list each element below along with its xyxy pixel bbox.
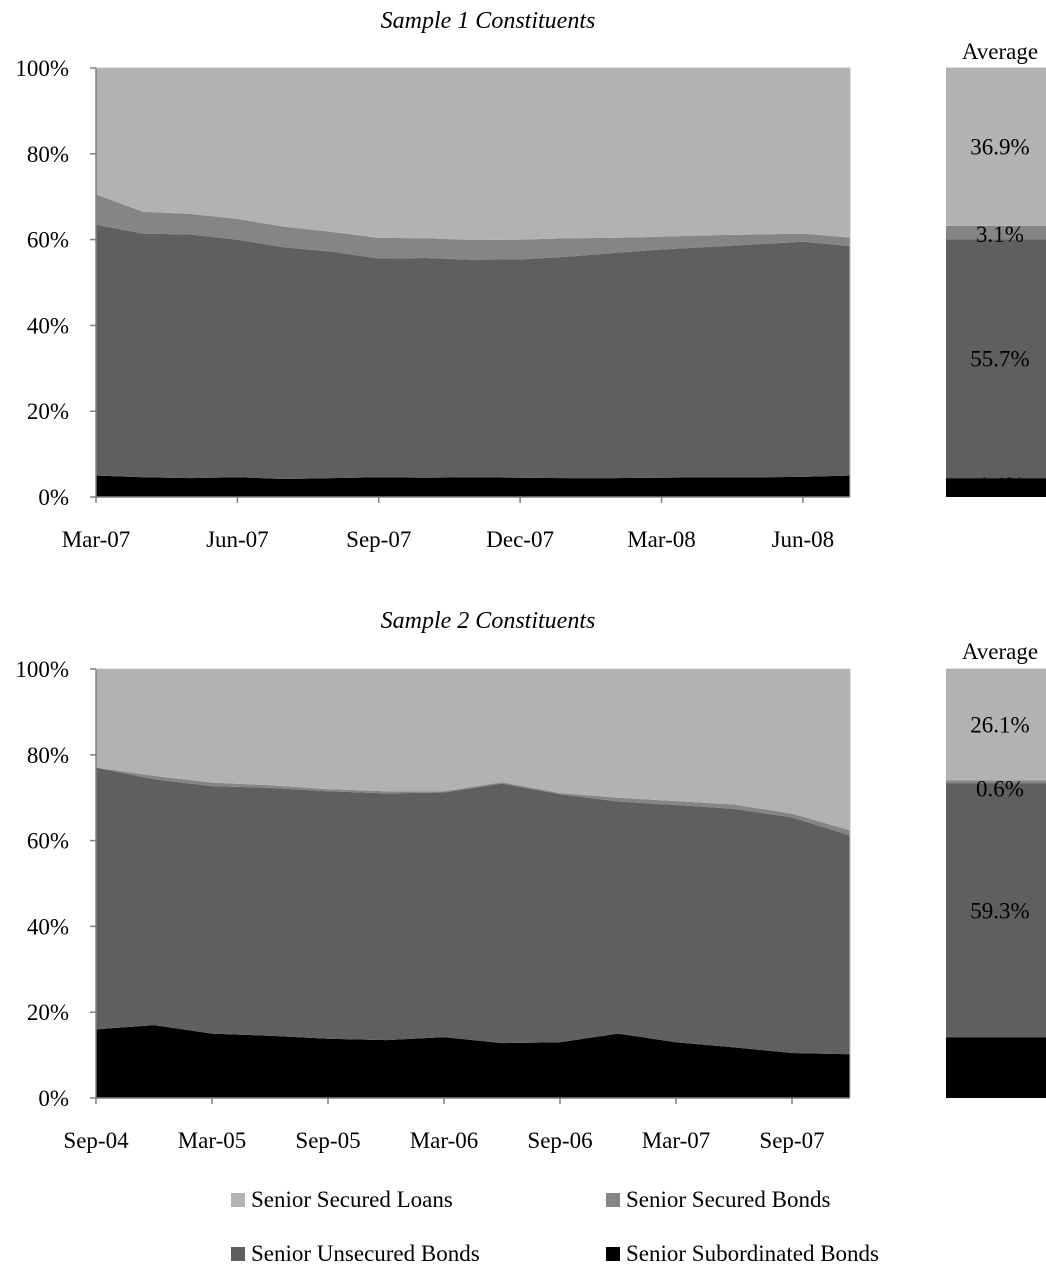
area-series-senior-subordinated-bonds: [96, 475, 850, 497]
legend-label: Senior Secured Bonds: [626, 1187, 831, 1212]
average-label: Average: [962, 39, 1038, 64]
average-bar-senior-secured-bonds: [946, 780, 1046, 784]
legend-label: Senior Unsecured Bonds: [251, 1241, 480, 1266]
area-series-senior-secured-loans: [96, 669, 850, 831]
average-value-label: 14.1%: [970, 1056, 1029, 1081]
average-value-label: 4.4%: [976, 473, 1024, 498]
legend-item-senior-secured-bonds: Senior Secured Bonds: [606, 1185, 830, 1215]
y-tick-label: 20%: [27, 1000, 69, 1025]
x-tick-label: Jun-07: [206, 527, 269, 552]
x-tick-label: Dec-07: [486, 527, 554, 552]
y-tick-label: 40%: [27, 914, 69, 939]
area-series-senior-unsecured-bonds: [96, 767, 850, 1055]
area-series-senior-unsecured-bonds: [96, 224, 850, 479]
y-tick-label: 80%: [27, 743, 69, 768]
area-series-senior-secured-loans: [96, 68, 850, 241]
average-value-label: 36.9%: [970, 135, 1029, 160]
legend-swatch-senior-unsecured-bonds: [231, 1247, 245, 1261]
average-value-label: 26.1%: [970, 713, 1029, 738]
average-bar-senior-secured-loans: [946, 668, 1046, 781]
y-tick-label: 0%: [38, 1086, 69, 1111]
average-bar-senior-subordinated-bonds: [946, 478, 1046, 497]
x-tick-label: Mar-07: [62, 527, 131, 552]
area-series-senior-secured-bonds: [96, 194, 850, 260]
y-tick-label: 60%: [27, 829, 69, 854]
chart-1: Sample 1 Constituents 0% 20% 40% 60% 80% 100% M…: [15, 8, 1046, 552]
y-tick-label: 40%: [27, 313, 69, 338]
average-value-label: 3.1%: [976, 222, 1024, 247]
x-tick-label: Mar-06: [410, 1128, 479, 1153]
legend-item-senior-secured-loans: Senior Secured Loans: [231, 1185, 453, 1215]
x-tick-label: Mar-05: [178, 1128, 247, 1153]
average-value-label: 59.3%: [970, 898, 1029, 923]
average-bar-senior-subordinated-bonds: [946, 1037, 1046, 1098]
average-bar-senior-secured-bonds: [946, 225, 1046, 240]
legend-swatch-senior-secured-bonds: [606, 1193, 620, 1207]
average-bar-senior-unsecured-bonds: [946, 239, 1046, 479]
legend-item-senior-subordinated-bonds: Senior Subordinated Bonds: [606, 1239, 879, 1269]
x-tick-label: Sep-07: [759, 1128, 824, 1153]
y-tick-label: 60%: [27, 228, 69, 253]
x-tick-label: Jun-08: [772, 527, 835, 552]
y-tick-label: 100%: [15, 657, 69, 682]
average-value-label: 55.7%: [970, 347, 1029, 372]
average-label: Average: [962, 639, 1038, 664]
x-tick-label: Sep-06: [527, 1128, 592, 1153]
chart-title: Sample 2 Constituents: [381, 608, 596, 634]
area-series-senior-subordinated-bonds: [96, 1025, 850, 1098]
average-bar-senior-unsecured-bonds: [946, 783, 1046, 1038]
x-tick-label: Mar-07: [642, 1128, 711, 1153]
legend-item-senior-unsecured-bonds: Senior Unsecured Bonds: [231, 1239, 480, 1269]
legend-swatch-senior-subordinated-bonds: [606, 1247, 620, 1261]
average-value-label: 0.6%: [976, 777, 1024, 802]
chart-legend: Senior Secured Loans Senior Secured Bond…: [0, 1185, 1046, 1281]
chart-2: Sample 2 Constituents 0% 20% 40% 60% 80% 100% S…: [15, 608, 1046, 1153]
x-tick-label: Sep-05: [295, 1128, 360, 1153]
y-tick-label: 100%: [15, 56, 69, 81]
x-tick-label: Sep-04: [63, 1128, 129, 1153]
y-tick-label: 20%: [27, 399, 69, 424]
y-tick-label: 0%: [38, 485, 69, 510]
chart-title: Sample 1 Constituents: [381, 8, 596, 34]
average-bar-senior-secured-loans: [946, 67, 1046, 226]
legend-label: Senior Subordinated Bonds: [626, 1241, 879, 1266]
x-tick-label: Mar-08: [627, 527, 696, 552]
legend-swatch-senior-secured-loans: [231, 1193, 245, 1207]
legend-label: Senior Secured Loans: [251, 1187, 453, 1212]
x-tick-label: Sep-07: [346, 527, 411, 552]
y-tick-label: 80%: [27, 142, 69, 167]
